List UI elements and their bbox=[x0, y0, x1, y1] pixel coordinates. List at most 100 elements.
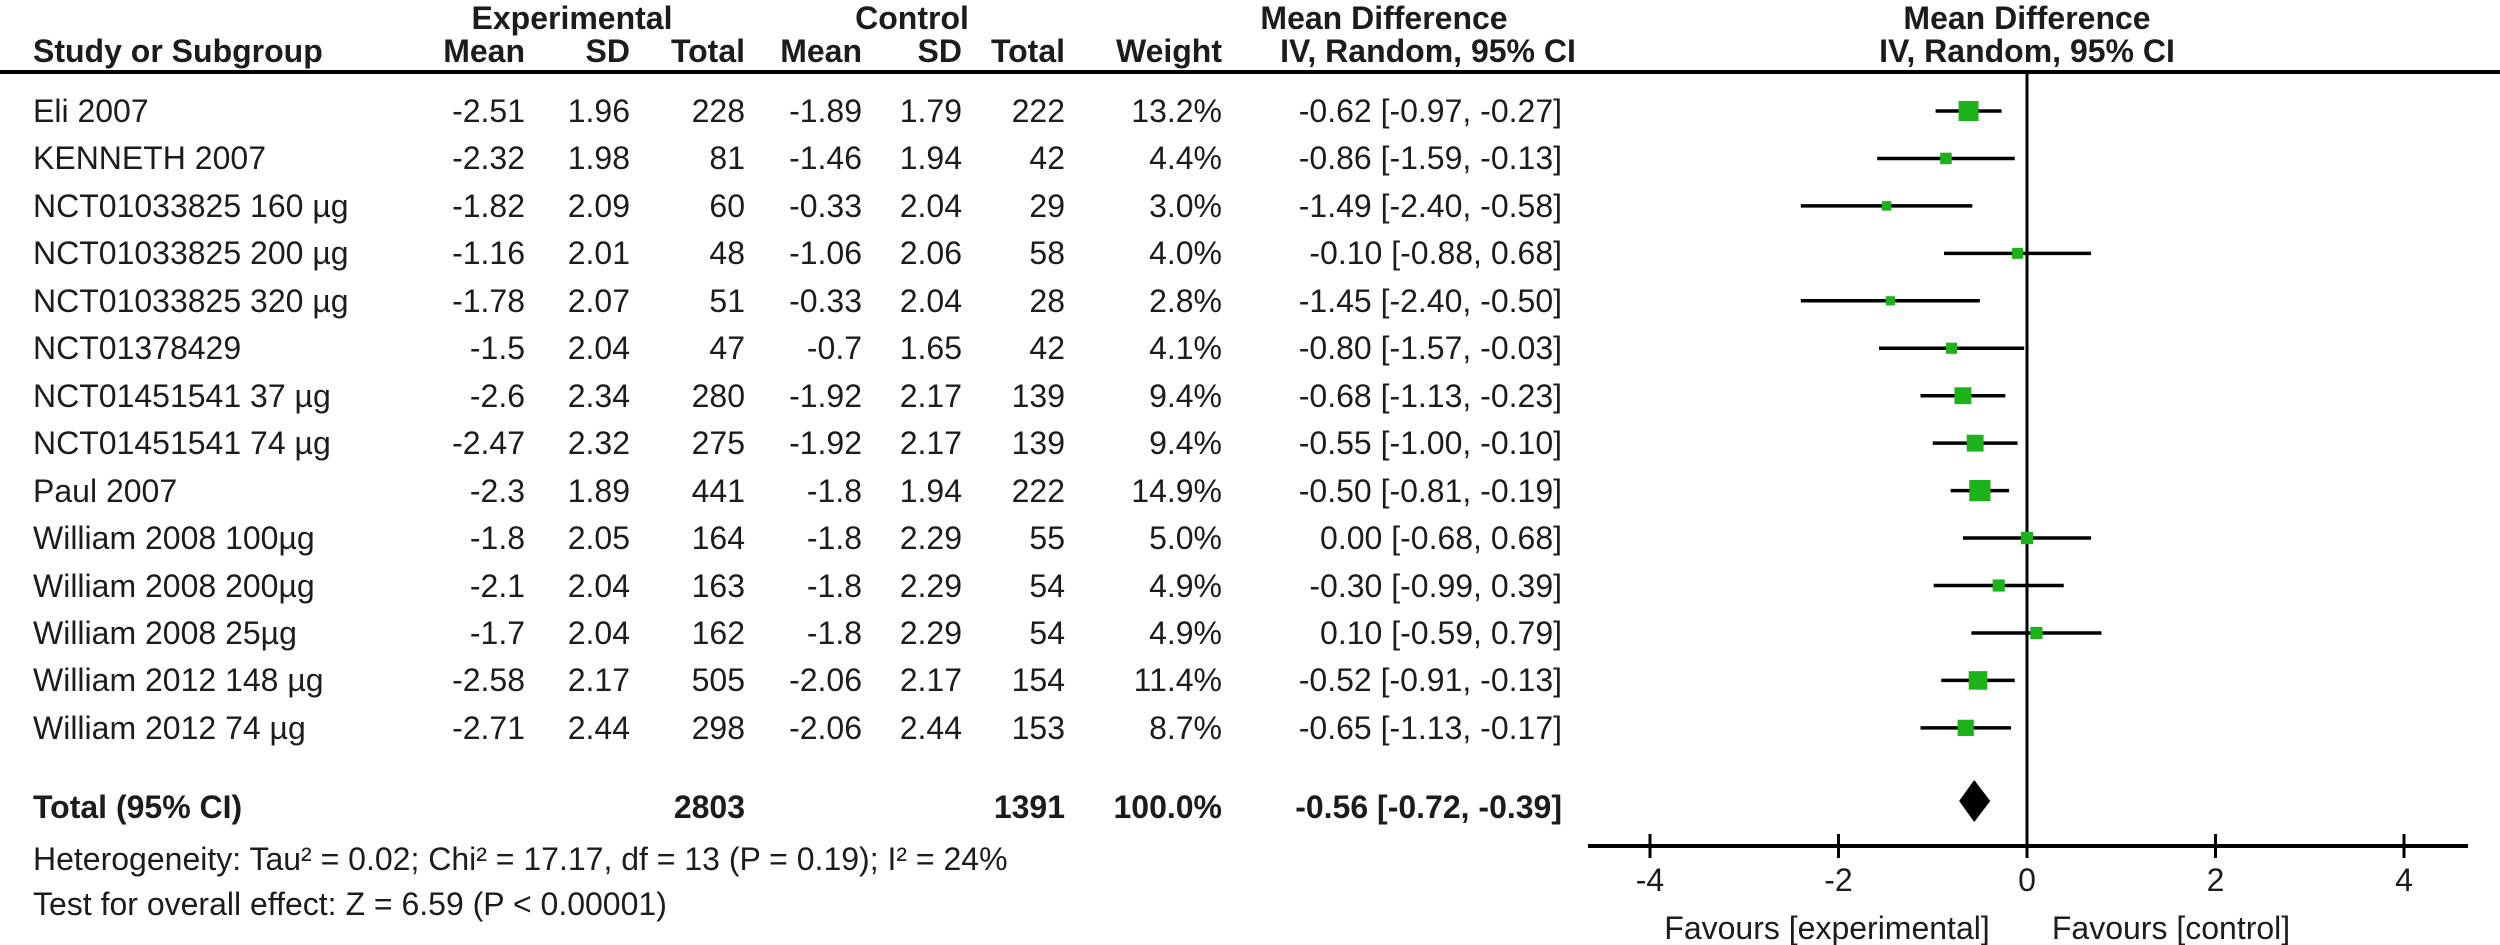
cell-total_c: 222 bbox=[1011, 93, 1065, 129]
effect-square bbox=[1958, 101, 1979, 121]
cell-mean_e: -2.71 bbox=[452, 710, 525, 746]
axis-tick-label: 2 bbox=[2207, 862, 2225, 898]
cell-mean_c: -0.33 bbox=[789, 188, 862, 224]
column-header-study: Study or Subgroup bbox=[33, 33, 323, 69]
column-header-iv-random-plot: IV, Random, 95% CI bbox=[1879, 33, 2175, 69]
effect-square bbox=[2012, 247, 2024, 259]
cell-ci: -0.30 [-0.99, 0.39] bbox=[1309, 568, 1562, 604]
cell-ci: -0.55 [-1.00, -0.10] bbox=[1298, 425, 1562, 461]
cell-sd_c: 1.79 bbox=[899, 93, 962, 129]
cell-total_e: 164 bbox=[691, 520, 745, 556]
cell-mean_c: -1.8 bbox=[806, 615, 862, 651]
cell-weight: 4.9% bbox=[1149, 568, 1222, 604]
axis-tick-label: -4 bbox=[1636, 862, 1664, 898]
study-name: NCT01033825 320 µg bbox=[33, 283, 349, 319]
cell-ci: -0.52 [-0.91, -0.13] bbox=[1298, 662, 1562, 698]
cell-ci: -1.45 [-2.40, -0.50] bbox=[1298, 283, 1562, 319]
study-name: William 2012 74 µg bbox=[33, 710, 306, 746]
effect-square bbox=[1946, 342, 1958, 354]
cell-ci: -0.65 [-1.13, -0.17] bbox=[1298, 710, 1562, 746]
cell-sd_e: 2.17 bbox=[567, 662, 630, 698]
cell-weight: 4.0% bbox=[1149, 235, 1222, 271]
cell-total_c: 28 bbox=[1029, 283, 1065, 319]
effect-square bbox=[1881, 201, 1892, 211]
cell-total_e: 163 bbox=[691, 568, 745, 604]
cell-mean_c: -0.33 bbox=[789, 283, 862, 319]
cell-weight: 4.4% bbox=[1149, 140, 1222, 176]
cell-total_c: 154 bbox=[1011, 662, 1065, 698]
column-header-total-ctl: Total bbox=[990, 33, 1065, 69]
cell-sd_c: 2.17 bbox=[899, 425, 962, 461]
cell-total_e: 228 bbox=[691, 93, 745, 129]
cell-sd_e: 2.04 bbox=[567, 330, 630, 366]
cell-total_c: 55 bbox=[1029, 520, 1065, 556]
cell-sd_e: 2.07 bbox=[567, 283, 630, 319]
cell-mean_e: -2.1 bbox=[469, 568, 525, 604]
cell-sd_c: 2.44 bbox=[899, 710, 962, 746]
column-header-sd-exp: SD bbox=[585, 33, 630, 69]
cell-ci: 0.10 [-0.59, 0.79] bbox=[1320, 615, 1562, 651]
cell-total_e: 47 bbox=[709, 330, 745, 366]
cell-mean_e: -1.5 bbox=[469, 330, 525, 366]
study-name: NCT01033825 200 µg bbox=[33, 235, 349, 271]
cell-sd_e: 2.04 bbox=[567, 568, 630, 604]
cell-total_c: 58 bbox=[1029, 235, 1065, 271]
cell-sd_e: 2.32 bbox=[567, 425, 630, 461]
cell-mean_e: -2.6 bbox=[469, 378, 525, 414]
cell-mean_e: -1.8 bbox=[469, 520, 525, 556]
total-ci-value: -0.56 [-0.72, -0.39] bbox=[1295, 789, 1562, 825]
study-name: KENNETH 2007 bbox=[33, 140, 266, 176]
cell-mean_c: -2.06 bbox=[789, 662, 862, 698]
cell-total_c: 139 bbox=[1011, 378, 1065, 414]
effect-square bbox=[1940, 152, 1952, 165]
column-header-mean-difference-plot: Mean Difference bbox=[1903, 0, 2151, 36]
cell-ci: -0.50 [-0.81, -0.19] bbox=[1298, 473, 1562, 509]
cell-weight: 14.9% bbox=[1131, 473, 1222, 509]
favours-right-label: Favours [control] bbox=[2052, 910, 2290, 945]
cell-ci: -1.49 [-2.40, -0.58] bbox=[1298, 188, 1562, 224]
cell-weight: 11.4% bbox=[1133, 662, 1222, 698]
cell-total_e: 162 bbox=[691, 615, 745, 651]
study-name: NCT01451541 74 µg bbox=[33, 425, 331, 461]
cell-weight: 2.8% bbox=[1149, 283, 1222, 319]
cell-weight: 3.0% bbox=[1149, 188, 1222, 224]
cell-sd_c: 1.94 bbox=[899, 140, 962, 176]
total-ctl-count: 1391 bbox=[993, 789, 1065, 825]
effect-square bbox=[1966, 434, 1984, 452]
cell-sd_e: 1.89 bbox=[567, 473, 630, 509]
cell-weight: 13.2% bbox=[1131, 93, 1222, 129]
cell-mean_e: -1.82 bbox=[452, 188, 525, 224]
group-header-control: Control bbox=[855, 0, 969, 36]
study-name: Paul 2007 bbox=[33, 473, 178, 509]
cell-total_c: 222 bbox=[1011, 473, 1065, 509]
cell-weight: 4.1% bbox=[1149, 330, 1222, 366]
group-header-experimental: Experimental bbox=[471, 0, 673, 36]
study-name: William 2012 148 µg bbox=[33, 662, 324, 698]
cell-sd_e: 2.05 bbox=[567, 520, 630, 556]
cell-total_c: 42 bbox=[1029, 140, 1065, 176]
cell-total_e: 441 bbox=[691, 473, 745, 509]
cell-total_e: 505 bbox=[691, 662, 745, 698]
study-name: William 2008 200µg bbox=[33, 568, 315, 604]
cell-sd_c: 2.29 bbox=[899, 615, 962, 651]
cell-sd_c: 2.29 bbox=[899, 520, 962, 556]
cell-weight: 5.0% bbox=[1149, 520, 1222, 556]
cell-mean_c: -2.06 bbox=[789, 710, 862, 746]
column-header-iv-random-text: IV, Random, 95% CI bbox=[1280, 33, 1576, 69]
cell-weight: 4.9% bbox=[1149, 615, 1222, 651]
cell-sd_e: 2.44 bbox=[567, 710, 630, 746]
cell-mean_e: -2.47 bbox=[452, 425, 525, 461]
cell-sd_e: 1.98 bbox=[567, 140, 630, 176]
cell-sd_c: 2.06 bbox=[899, 235, 962, 271]
study-name: NCT01378429 bbox=[33, 330, 242, 366]
cell-ci: -0.80 [-1.57, -0.03] bbox=[1298, 330, 1562, 366]
cell-sd_e: 2.34 bbox=[567, 378, 630, 414]
cell-mean_e: -2.32 bbox=[452, 140, 525, 176]
cell-sd_c: 2.17 bbox=[899, 378, 962, 414]
cell-total_e: 280 bbox=[691, 378, 745, 414]
cell-mean_e: -1.78 bbox=[452, 283, 525, 319]
summary-diamond bbox=[1959, 780, 1991, 822]
effect-square bbox=[1954, 387, 1972, 405]
effect-square bbox=[1957, 719, 1974, 736]
